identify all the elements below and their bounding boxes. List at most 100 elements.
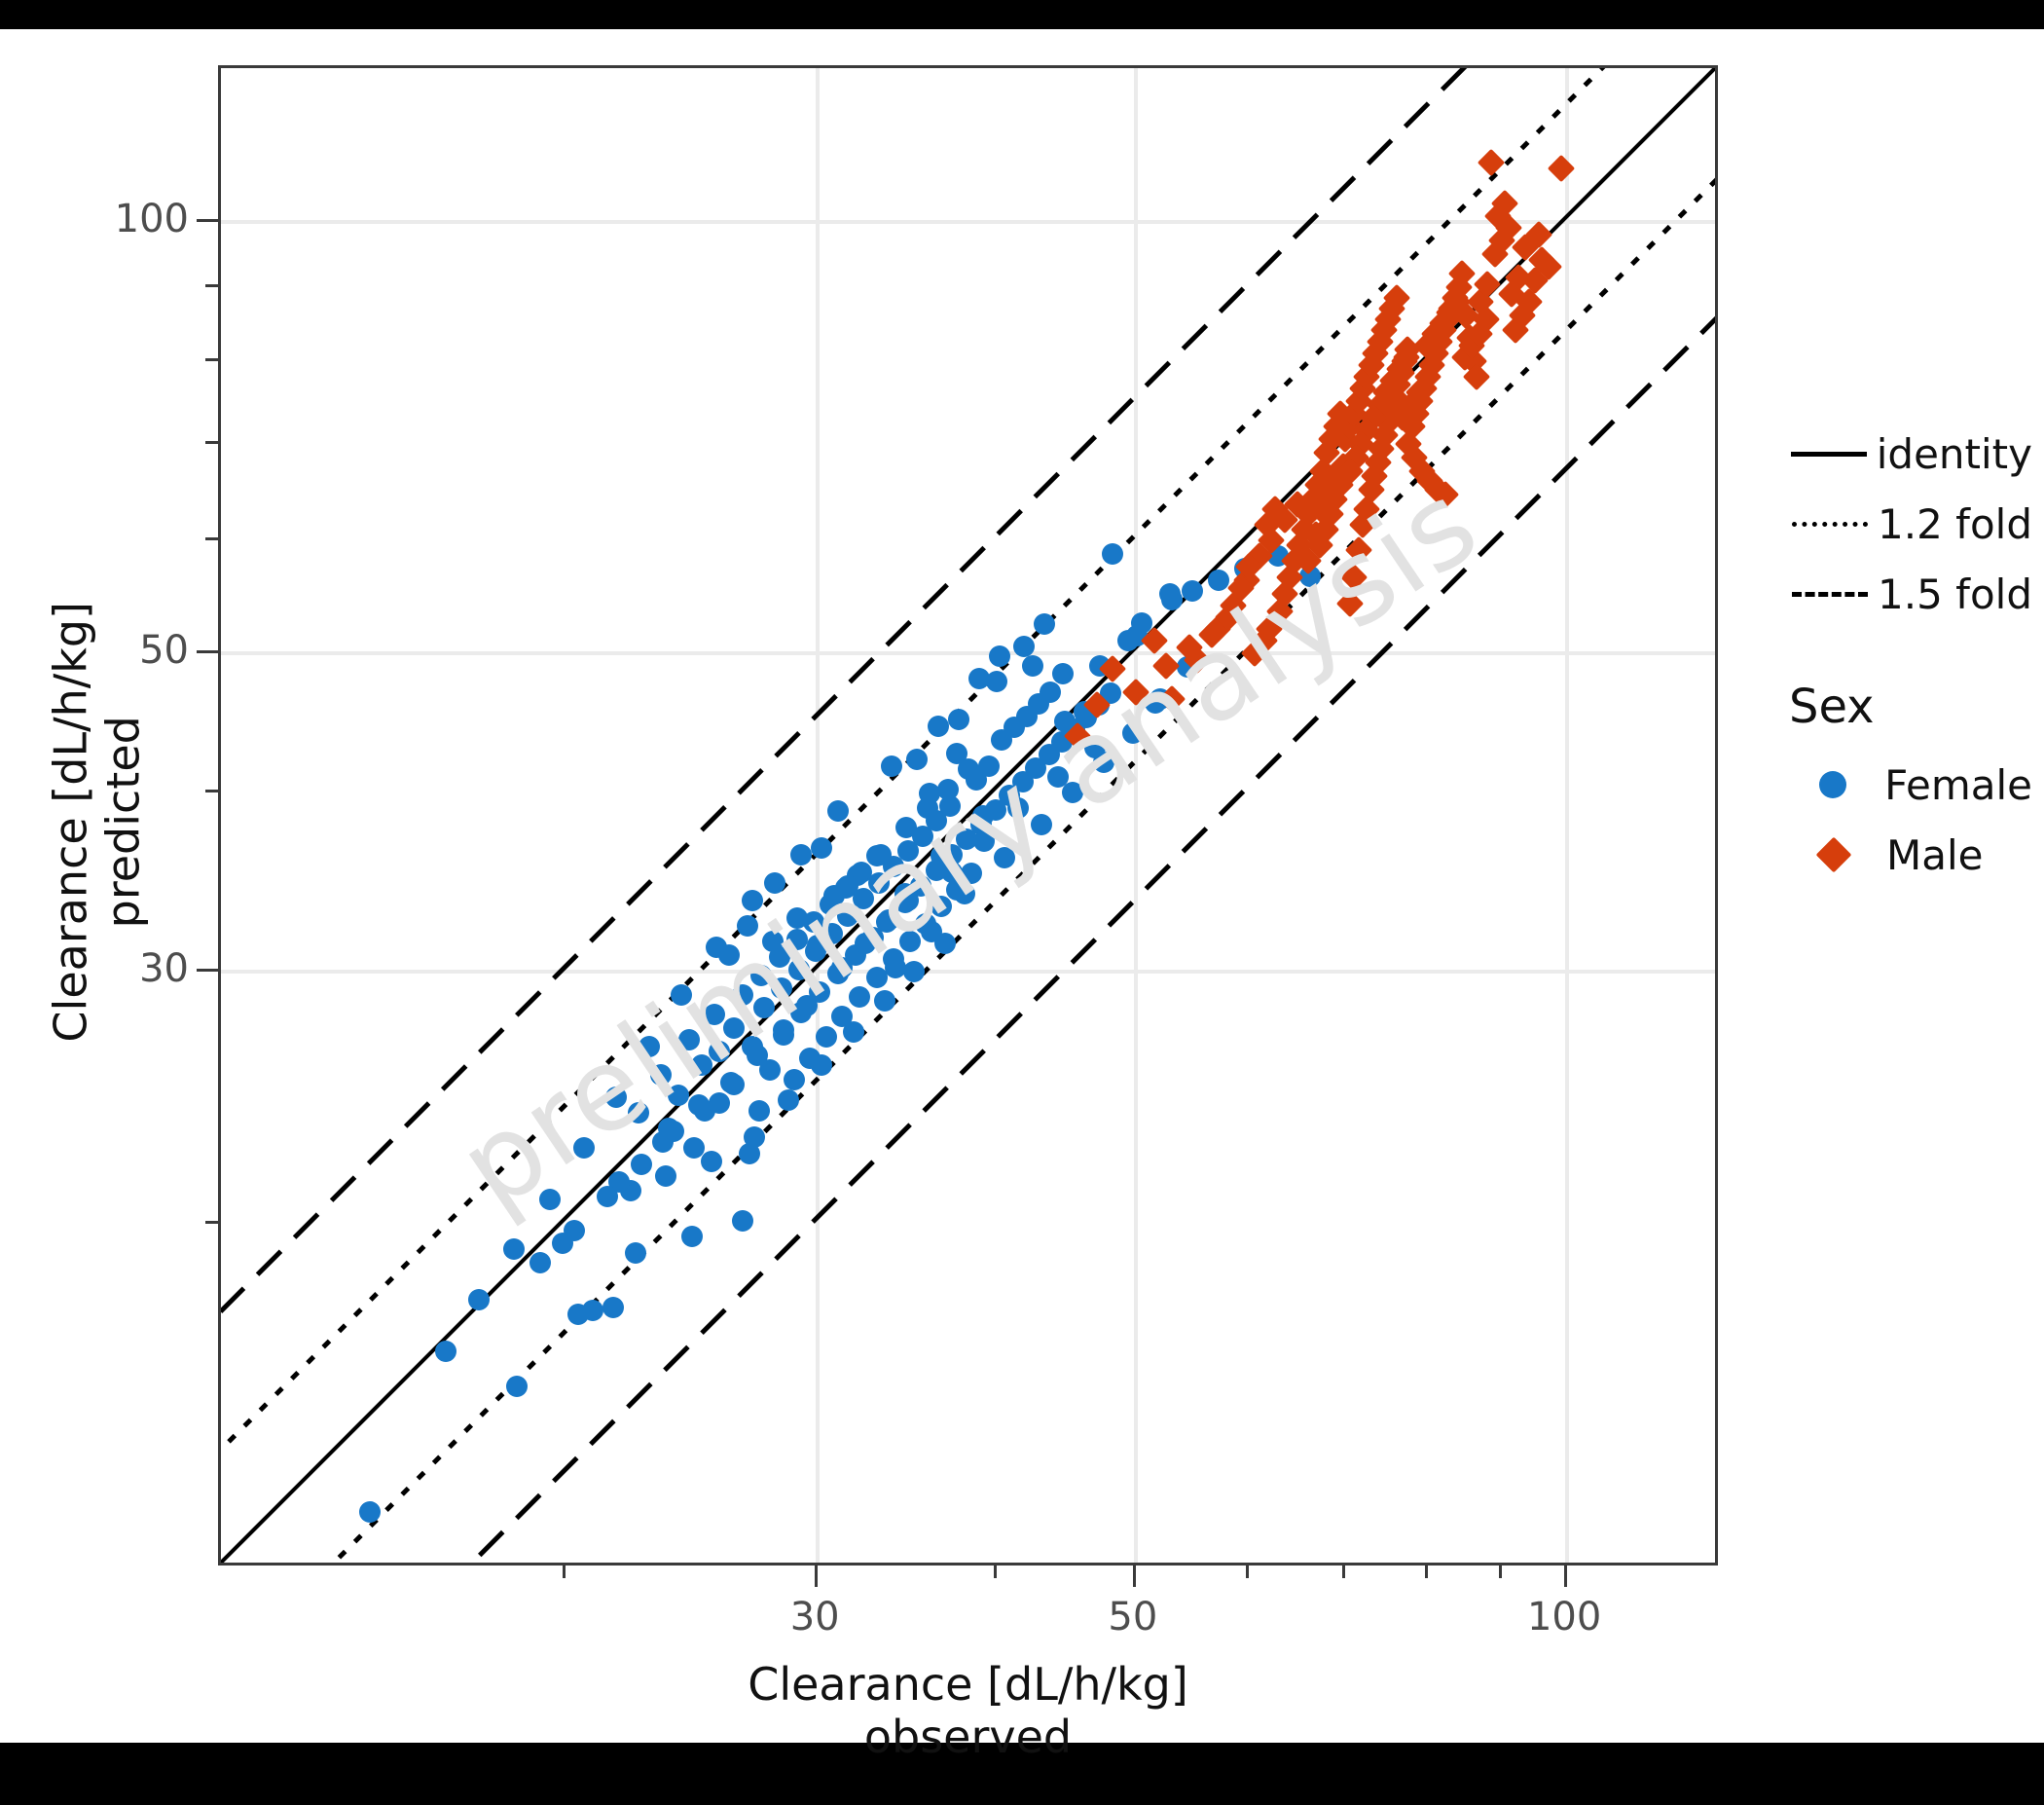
data-point-female (843, 1021, 865, 1044)
gridline-vertical (1133, 68, 1138, 1563)
x-axis-tick (1564, 1566, 1568, 1587)
data-point-female (784, 1069, 806, 1091)
x-tick-label: 50 (1108, 1595, 1158, 1639)
data-point-female (655, 1164, 677, 1187)
data-point-female (572, 1136, 595, 1159)
data-point-female (602, 1296, 625, 1318)
legend: identity 1.2 fold 1.5 fold Sex Female Male (1789, 419, 2032, 890)
y-axis-tick (197, 218, 218, 222)
data-point-female (741, 890, 763, 912)
plot-clip: preliminary analysis (221, 68, 1715, 1563)
legend-item-label: Female (1884, 760, 2032, 809)
legend-item-female[interactable]: Female (1789, 750, 2032, 820)
legend-item-label: 1.5 fold (1878, 570, 2032, 618)
data-point-female (597, 1185, 619, 1207)
x-axis-title: Clearance [dL/h/kg] observed (218, 1658, 1718, 1764)
data-point-female (529, 1251, 551, 1273)
data-point-female (989, 645, 1011, 667)
data-point-female (732, 1209, 754, 1232)
gridline-horizontal (221, 651, 1715, 656)
data-point-female (940, 861, 963, 883)
data-point-female (720, 1071, 743, 1093)
data-point-female (582, 1300, 604, 1322)
data-point-female (837, 875, 859, 898)
data-point-female (855, 932, 877, 954)
data-point-female (885, 956, 907, 978)
data-point-female (785, 906, 808, 929)
data-point-female (691, 1054, 713, 1077)
diamond-marker-icon (1789, 836, 1879, 873)
data-point-female (902, 960, 925, 982)
data-point-female (748, 1099, 770, 1122)
data-point-female (956, 828, 978, 850)
x-tick-label: 30 (789, 1595, 840, 1639)
data-point-female (927, 715, 949, 737)
data-point-female (945, 742, 967, 764)
legend-linetype-group: identity 1.2 fold 1.5 fold (1789, 419, 2032, 629)
reference-lines (221, 68, 1715, 1563)
data-point-female (1102, 542, 1124, 565)
data-point-female (807, 934, 829, 956)
y-axis-tick (205, 440, 218, 444)
x-axis-tick (815, 1566, 819, 1587)
data-point-female (668, 1084, 690, 1106)
legend-item-1-5-fold[interactable]: 1.5 fold (1789, 559, 2032, 629)
data-point-female (821, 922, 843, 944)
data-point-female (1053, 711, 1076, 733)
data-point-female (961, 863, 983, 885)
x-axis-tick (1132, 1566, 1136, 1587)
data-point-female (1052, 662, 1075, 684)
data-point-female (1013, 635, 1036, 657)
x-tick-label: 100 (1526, 1595, 1602, 1639)
data-point-female (957, 758, 979, 781)
y-tick-label: 50 (139, 628, 189, 674)
data-point-female (701, 1151, 723, 1173)
legend-item-label: Male (1886, 830, 1984, 879)
plot-panel: preliminary analysis (218, 65, 1718, 1566)
data-point-female (811, 836, 833, 859)
legend-item-1-2-fold[interactable]: 1.2 fold (1789, 489, 2032, 559)
data-point-female (796, 994, 819, 1016)
data-point-female (895, 817, 918, 838)
gridline-vertical (816, 68, 821, 1563)
data-point-female (502, 1238, 525, 1261)
data-point-female (1158, 583, 1181, 606)
data-point-female (968, 668, 991, 690)
data-point-female (837, 904, 859, 927)
data-point-female (1083, 736, 1106, 758)
x-axis-tick (994, 1566, 998, 1578)
y-axis-tick (197, 650, 218, 654)
data-point-female (538, 1189, 561, 1211)
data-point-female (973, 829, 996, 852)
data-point-female (978, 755, 1001, 778)
legend-item-identity[interactable]: identity (1789, 419, 2032, 489)
data-point-female (750, 965, 773, 987)
data-point-female (920, 920, 942, 942)
y-tick-label: 100 (114, 196, 189, 241)
data-point-female (703, 1003, 725, 1025)
data-point-female (827, 800, 850, 823)
data-point-female (639, 1035, 661, 1057)
data-point-female (744, 1125, 766, 1148)
data-point-female (986, 670, 1008, 692)
data-point-female (683, 1136, 706, 1159)
gridline-horizontal (221, 969, 1715, 974)
data-point-female (994, 847, 1016, 869)
data-point-female (678, 1028, 701, 1050)
x-axis-tick (562, 1566, 566, 1578)
legend-item-male[interactable]: Male (1789, 820, 2032, 890)
reference-line (468, 315, 1715, 1563)
data-point-female (467, 1289, 490, 1311)
legend-line-key-icon (1789, 451, 1869, 457)
data-point-female (631, 1154, 653, 1176)
data-point-female (1182, 579, 1204, 602)
x-axis-title-line1: Clearance [dL/h/kg] (748, 1658, 1188, 1711)
legend-item-label: 1.2 fold (1878, 499, 2032, 548)
x-axis-tick (1425, 1566, 1429, 1578)
data-point-female (789, 843, 812, 866)
data-point-female (853, 888, 875, 910)
data-point-female (759, 1059, 782, 1082)
data-point-female (875, 910, 897, 933)
data-point-female (831, 956, 854, 978)
data-point-female (906, 748, 929, 770)
